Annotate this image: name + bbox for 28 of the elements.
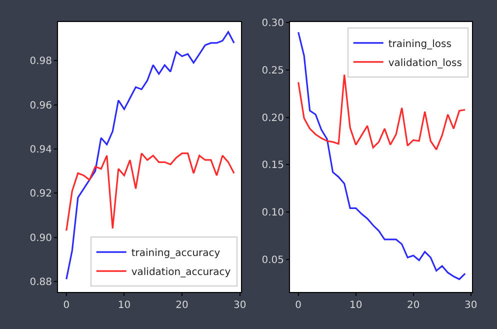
x-tick-label: 20 <box>176 300 188 311</box>
x-tick-label: 30 <box>233 300 246 311</box>
x-tick-label: 20 <box>406 300 420 311</box>
line-series <box>66 152 235 232</box>
legend-label: training_loss <box>388 38 452 50</box>
y-tick-label: 0.88 <box>30 276 52 288</box>
x-tick-label: 0 <box>295 300 302 311</box>
y-tick-label: 0.94 <box>30 144 52 156</box>
x-tick-label: 10 <box>349 300 362 311</box>
y-tick-label: 0.90 <box>30 232 52 244</box>
line-series <box>298 74 466 150</box>
y-tick-label: 0.92 <box>30 188 52 200</box>
y-tick-label: 0.25 <box>262 66 284 76</box>
line-series <box>66 31 235 280</box>
y-tick-label: 0.05 <box>262 254 284 266</box>
y-tick-label: 0.96 <box>30 100 52 112</box>
y-tick-label: 0.98 <box>30 56 52 68</box>
legend-label: training_accuracy <box>131 248 220 259</box>
y-tick-label: 0.15 <box>262 160 284 172</box>
x-tick-label: 30 <box>464 300 478 311</box>
y-tick-label: 0.30 <box>262 18 284 30</box>
legend-label: validation_loss <box>388 58 462 69</box>
y-tick-label: 0.20 <box>262 112 284 124</box>
line-series <box>298 31 466 280</box>
x-tick-label: 10 <box>118 300 131 311</box>
x-tick-label: 0 <box>63 300 70 311</box>
y-tick-label: 0.10 <box>262 208 284 218</box>
legend-label: validation_accuracy <box>131 267 231 278</box>
